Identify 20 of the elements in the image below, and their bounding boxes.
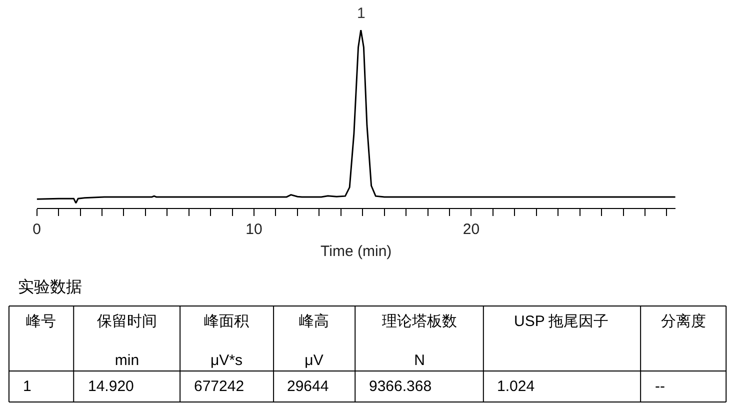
text: 1.024 (497, 378, 535, 395)
x-tick-label: 0 (32, 221, 41, 238)
text: 1 (23, 378, 32, 395)
x-tick-label: 10 (246, 221, 262, 238)
text: 29644 (287, 378, 329, 395)
text: 实验数据 (18, 278, 82, 296)
category-label: 理论塔板数 N (382, 313, 457, 369)
category-label: 峰面积 μV*s (204, 313, 249, 369)
text: 14.920 (88, 378, 134, 395)
text: 677242 (194, 378, 244, 395)
x-tick-label: 20 (462, 221, 480, 238)
x-axis-title: Time (min) (320, 243, 392, 260)
category-label: 峰高 μV (299, 313, 329, 369)
category-label: 分离度 (661, 313, 706, 330)
text: -- (655, 378, 665, 395)
category-label: 峰号 (26, 313, 56, 330)
category-label: 保留时间 min (97, 313, 157, 369)
annotation: 1 (357, 5, 366, 22)
text: 9366.368 (369, 378, 432, 395)
category-label: USP 拖尾因子 (514, 313, 609, 330)
